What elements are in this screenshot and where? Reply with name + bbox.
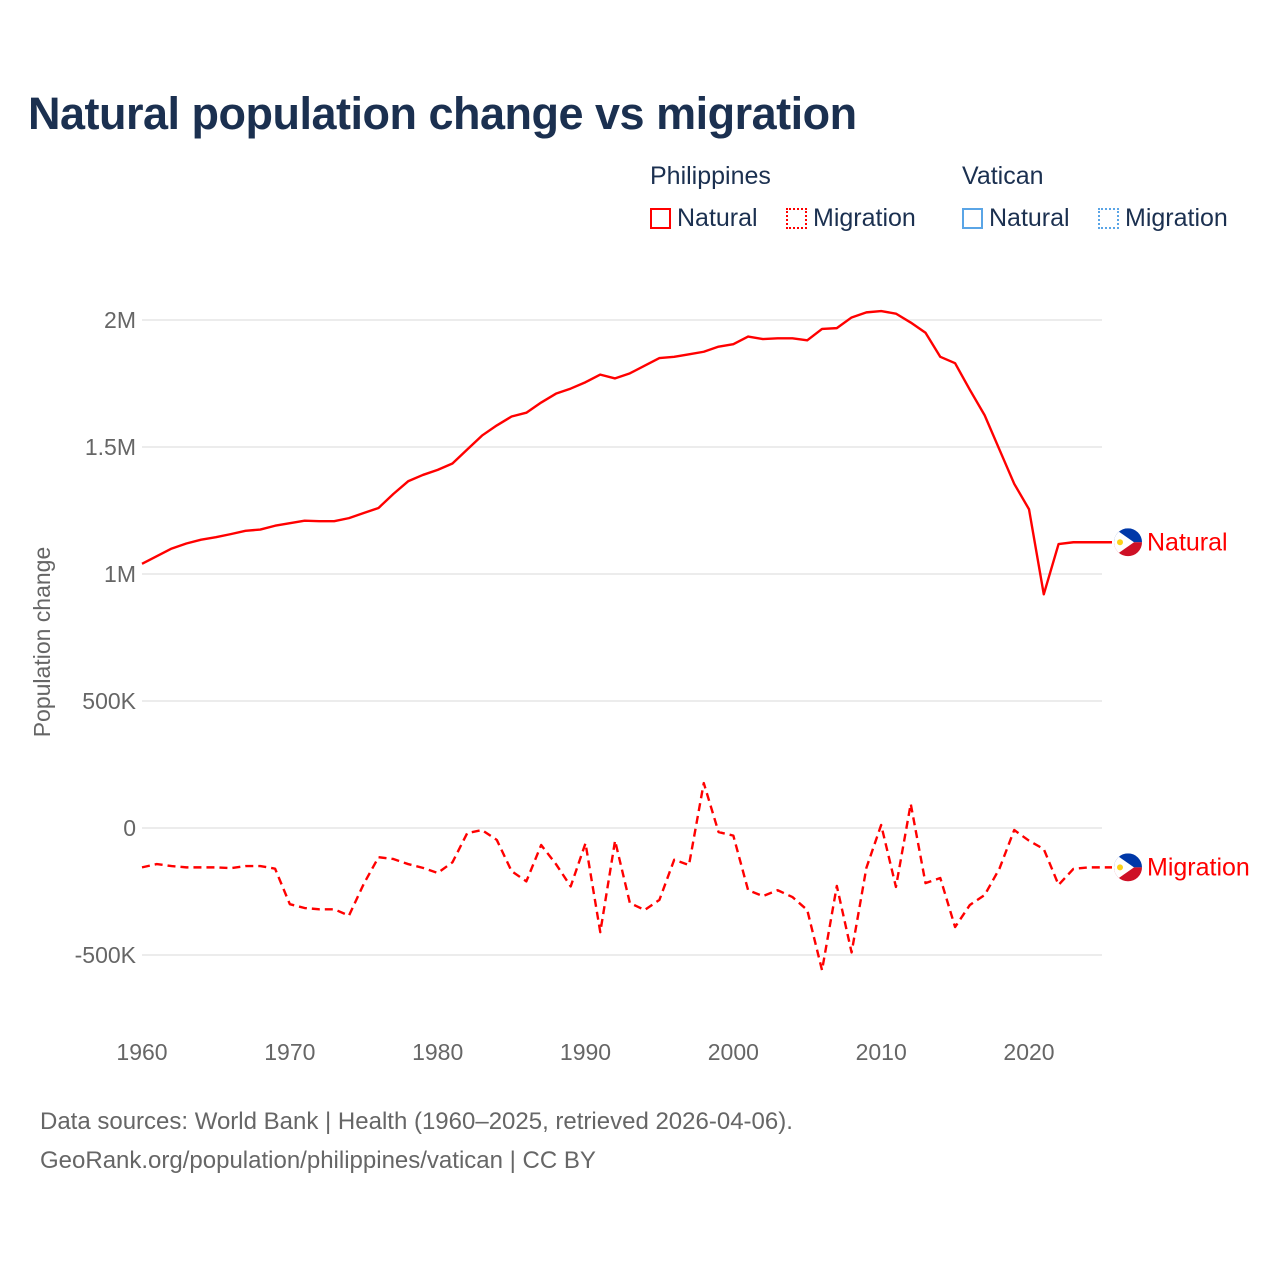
series-end-label: Natural: [1147, 528, 1228, 556]
x-tick-label: 1970: [264, 1039, 315, 1065]
x-tick-label: 1960: [116, 1039, 167, 1065]
legend-vatican-migration[interactable]: Migration: [1098, 204, 1228, 233]
solid-swatch-icon: [650, 208, 671, 229]
legend-label: Natural: [677, 204, 758, 232]
footer-sources: Data sources: World Bank | Health (1960–…: [40, 1108, 793, 1135]
solid-swatch-icon: [962, 208, 983, 229]
legend-philippines-migration[interactable]: Migration: [786, 204, 916, 233]
natural-line: [141, 309, 1112, 596]
footer-link[interactable]: GeoRank.org/population/philippines/vatic…: [40, 1147, 596, 1174]
flag-white-triangle: [1114, 528, 1134, 557]
dotted-swatch-icon: [1098, 208, 1119, 229]
y-axis-label: Population change: [29, 547, 55, 738]
y-tick-label: 500K: [82, 688, 136, 714]
flag-white-triangle: [1114, 853, 1134, 882]
legend-philippines-natural[interactable]: Natural: [650, 204, 758, 233]
y-tick-label: 2M: [104, 307, 136, 333]
legend-vatican-natural[interactable]: Natural: [962, 204, 1070, 233]
x-tick-label: 2020: [1003, 1039, 1054, 1065]
x-tick-label: 1990: [560, 1039, 611, 1065]
y-tick-label: -500K: [75, 942, 137, 968]
legend-label: Migration: [1125, 204, 1228, 232]
dotted-swatch-icon: [786, 208, 807, 229]
y-tick-label: 0: [123, 815, 136, 841]
legend-label: Natural: [989, 204, 1070, 232]
philippines-flag-icon: [1114, 853, 1142, 882]
legend-label: Migration: [813, 204, 916, 232]
legend-group-vatican: Vatican: [962, 162, 1044, 190]
philippines-flag-icon: [1114, 528, 1142, 557]
x-tick-label: 1980: [412, 1039, 463, 1065]
flag-sun: [1117, 539, 1123, 546]
flag-sun: [1117, 864, 1123, 871]
chart-title: Natural population change vs migration: [28, 88, 857, 139]
y-tick-label: 1.5M: [85, 434, 136, 460]
x-tick-label: 2010: [856, 1039, 907, 1065]
y-tick-label: 1M: [104, 561, 136, 587]
legend-group-philippines: Philippines: [650, 162, 771, 190]
series-end-label: Migration: [1147, 853, 1250, 881]
migration-line: [141, 781, 1112, 972]
x-tick-label: 2000: [708, 1039, 759, 1065]
